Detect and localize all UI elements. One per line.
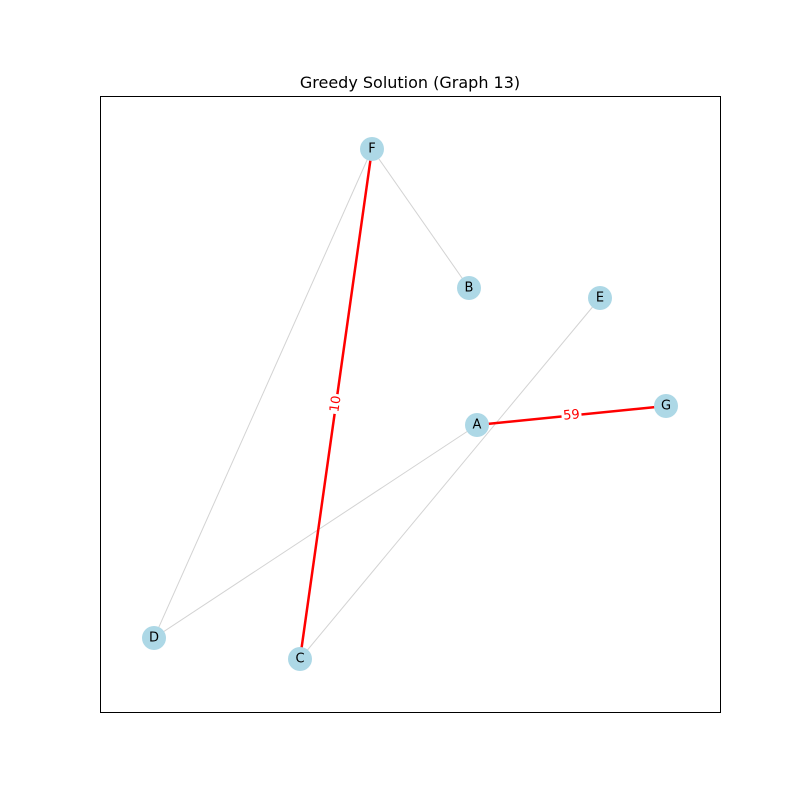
chart-title: Greedy Solution (Graph 13) — [300, 73, 520, 92]
node-circle — [588, 286, 612, 310]
edge-weight-background — [560, 406, 583, 425]
node-b: B — [457, 276, 481, 300]
edge-weight-label: 59 — [563, 407, 581, 424]
node-circle — [142, 626, 166, 650]
node-label: E — [596, 291, 604, 306]
node-label: C — [295, 652, 304, 667]
node-label: G — [661, 399, 671, 414]
node-g: G — [654, 394, 678, 418]
node-f: F — [360, 137, 384, 161]
node-circle — [654, 394, 678, 418]
node-circle — [465, 413, 489, 437]
edge-weight-f-c: 10 — [326, 392, 346, 416]
node-e: E — [588, 286, 612, 310]
edge-weight-a-g: 59 — [560, 406, 583, 425]
edge-labels-layer: 10 59 — [326, 392, 583, 425]
node-label: F — [368, 142, 375, 157]
node-a: A — [465, 413, 489, 437]
edge-f-d — [153, 148, 373, 639]
node-d: D — [142, 626, 166, 650]
node-circle — [457, 276, 481, 300]
node-label: D — [149, 631, 159, 646]
edge-weight-background — [326, 392, 346, 416]
node-circle — [288, 647, 312, 671]
edge-c-e — [299, 297, 601, 660]
edge-f-b — [371, 148, 470, 289]
node-circle — [360, 137, 384, 161]
edge-weight-label: 10 — [327, 395, 344, 413]
edge-a-d — [153, 424, 478, 639]
edges-layer — [153, 148, 667, 660]
node-label: A — [473, 418, 482, 433]
node-c: C — [288, 647, 312, 671]
node-label: B — [465, 281, 474, 296]
plot-frame — [100, 96, 721, 713]
nodes-layer: A B C D E F G — [142, 137, 678, 671]
